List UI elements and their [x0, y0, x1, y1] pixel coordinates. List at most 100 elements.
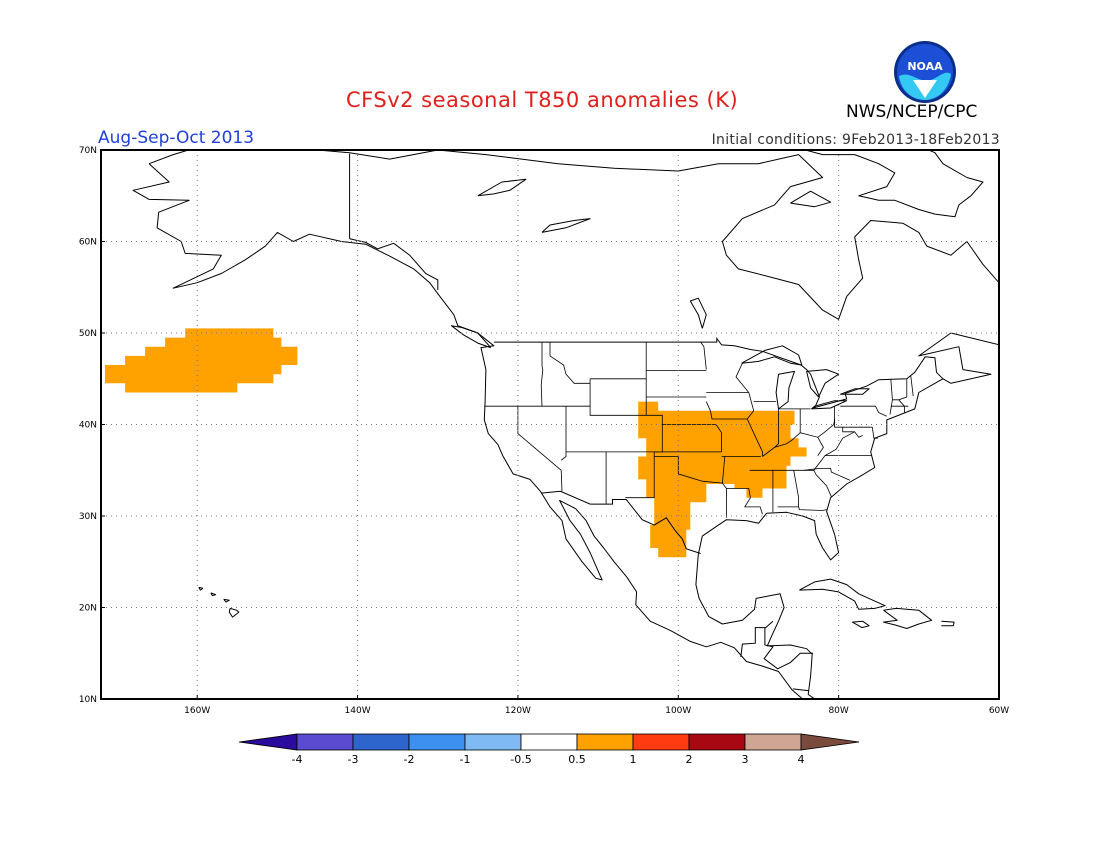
coastline-great-slave-lake [541, 218, 591, 233]
colorbar-tick-label: -0.5 [510, 753, 531, 766]
coastline-lake-michigan [775, 370, 795, 410]
coastline-lake-ontario [840, 388, 870, 395]
boundary-us-canada-border [493, 336, 944, 409]
state-line [625, 451, 655, 499]
state-line [749, 469, 774, 513]
state-line [762, 432, 824, 457]
forecast-period: Aug-Sep-Oct 2013 [98, 128, 255, 148]
initial-conditions: Initial conditions: 9Feb2013-18Feb2013 [711, 132, 1000, 148]
state-line [772, 469, 799, 508]
coastline-hawaii-big-island [228, 607, 240, 618]
colorbar-bin [352, 733, 410, 751]
lon-tick-label: 60W [989, 706, 1009, 716]
colorbar-bin [464, 733, 522, 751]
colorbar-tick-label: 1 [630, 753, 637, 766]
coastline-hawaii-maui [223, 598, 230, 603]
state-line [654, 456, 727, 489]
coastline-cuba [799, 578, 886, 610]
colorbar-bin [632, 733, 690, 751]
state-line [560, 470, 563, 492]
logo-text: NOAA [907, 60, 943, 73]
lon-tick-label: 120W [505, 706, 531, 716]
state-line [549, 342, 591, 384]
colorbar-bin [744, 733, 802, 751]
state-line [824, 431, 855, 456]
colorbar-tick-label: -1 [460, 753, 471, 766]
map-content [101, 77, 1100, 699]
lon-tick-label: 80W [828, 706, 848, 716]
state-line [705, 363, 755, 420]
noaa-logo: NOAA [893, 40, 957, 104]
state-line [910, 375, 914, 397]
state-line [774, 408, 779, 448]
colorbar-tick-label: -3 [348, 753, 359, 766]
state-line [813, 470, 832, 497]
coastline-lake-huron [806, 369, 840, 398]
coastline-lake-winnipeg [689, 297, 707, 329]
state-line [726, 488, 763, 515]
state-line [817, 418, 835, 438]
coastline-jamaica [852, 620, 870, 629]
coastline-north-america-west-coast [148, 150, 999, 699]
state-line [746, 418, 763, 457]
coastline-hawaii-kauai [198, 586, 204, 591]
colorbar-tick-label: -4 [292, 753, 303, 766]
coastline-hawaii-oahu [210, 592, 217, 597]
colorbar-tick-label: 0.5 [568, 753, 586, 766]
lat-tick-label: 20N [79, 604, 97, 614]
state-line [700, 341, 707, 370]
boundary-nicaragua-costa-rica-border [792, 688, 810, 692]
lon-tick-label: 140W [345, 706, 371, 716]
lat-tick-label: 30N [79, 512, 97, 522]
state-line [840, 405, 887, 417]
state-line [722, 456, 726, 484]
state-line [889, 378, 893, 415]
colorbar-arrow-high [800, 733, 860, 751]
boundary-alaska-panhandle-border [349, 238, 439, 290]
colorbar-tick-label: -2 [404, 753, 415, 766]
coastline-lake-superior [741, 345, 803, 366]
colorbar: -4 -3 -2 -1 -0.5 0.5 1 2 3 4 [238, 733, 860, 766]
colorbar-bin [576, 733, 634, 751]
colorbar-tick-label: 2 [686, 753, 693, 766]
anomaly-region-north-pacific-warm [105, 328, 298, 393]
map-frame [100, 149, 1000, 700]
state-line [892, 378, 908, 401]
state-line [834, 406, 873, 428]
agency-label: NWS/NCEP/CPC [846, 102, 978, 122]
boundary-us-mexico-border [541, 490, 701, 554]
coastline-north-america-pacific-coast [132, 163, 803, 699]
state-line [798, 506, 827, 511]
colorbar-bin [520, 733, 578, 751]
lon-tick-label: 100W [665, 706, 691, 716]
boundary-central-america-borders [763, 627, 813, 670]
state-line [540, 342, 544, 407]
state-line [589, 378, 607, 416]
coastline-baffin-island [803, 150, 984, 218]
lat-tick-label: 70N [79, 146, 97, 156]
state-line [606, 414, 663, 453]
coastline-southampton-island [790, 190, 832, 208]
coastline-lake-erie [811, 400, 848, 410]
state-line [517, 406, 562, 471]
chart-title: CFSv2 seasonal T850 anomalies (K) [346, 88, 739, 112]
state-line [842, 427, 863, 438]
lat-tick-label: 10N [79, 695, 97, 705]
lon-tick-label: 160W [184, 706, 210, 716]
state-line [715, 424, 722, 452]
lat-tick-label: 40N [79, 421, 97, 431]
colorbar-bin [296, 733, 354, 751]
coastline-great-bear-lake [477, 178, 527, 197]
coastline-puerto-rico [941, 620, 955, 627]
coastline-newfoundland [1005, 319, 1058, 361]
coastline-greenland [895, 77, 1100, 240]
colorbar-bin [408, 733, 466, 751]
colorbar-tick-label: 3 [742, 753, 749, 766]
state-line [793, 455, 872, 471]
lat-tick-label: 50N [79, 329, 97, 339]
lat-tick-label: 60N [79, 238, 97, 248]
colorbar-bin [688, 733, 746, 751]
coastline-hispaniola [883, 607, 933, 629]
coastline-canadian-arctic-islands [478, 123, 719, 146]
